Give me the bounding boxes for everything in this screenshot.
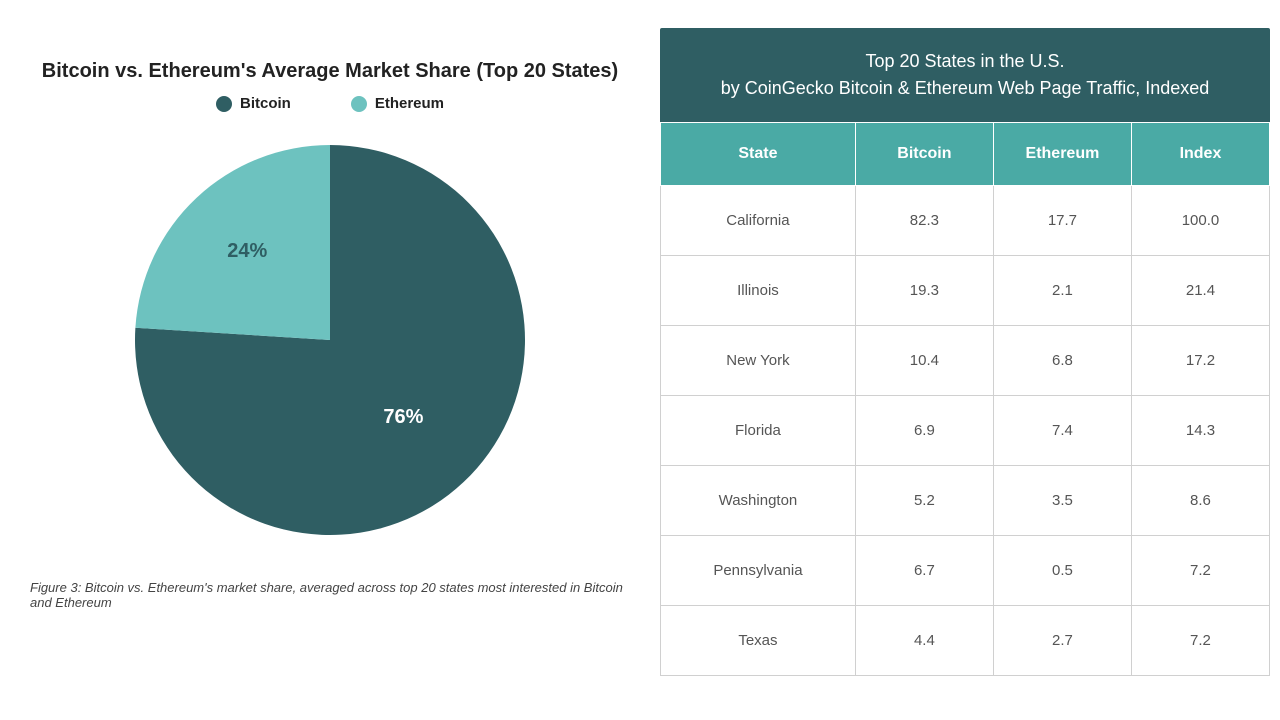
table-cell: 21.4 (1131, 256, 1269, 326)
table-cell: California (661, 186, 856, 256)
table-cell: 6.8 (993, 326, 1131, 396)
table-cell: 2.7 (993, 606, 1131, 676)
table-row: New York10.46.817.2 (661, 326, 1270, 396)
table-cell: Washington (661, 466, 856, 536)
table-cell: 7.2 (1131, 606, 1269, 676)
table-header-row: StateBitcoinEthereumIndex (661, 123, 1270, 186)
table-row: Illinois19.32.121.4 (661, 256, 1270, 326)
table-cell: New York (661, 326, 856, 396)
table-cell: Texas (661, 606, 856, 676)
table-cell: 19.3 (855, 256, 993, 326)
pie-chart: 76% 24% (130, 140, 530, 540)
table-cell: 5.2 (855, 466, 993, 536)
table-cell: 17.7 (993, 186, 1131, 256)
col-header-state: State (661, 123, 856, 186)
pie-svg (130, 140, 530, 540)
table-cell: 2.1 (993, 256, 1131, 326)
table-body: California82.317.7100.0Illinois19.32.121… (661, 186, 1270, 676)
chart-caption: Figure 3: Bitcoin vs. Ethereum's market … (20, 580, 640, 610)
legend-label-bitcoin: Bitcoin (240, 95, 291, 112)
table-cell: Pennsylvania (661, 536, 856, 606)
chart-panel: Bitcoin vs. Ethereum's Average Market Sh… (0, 0, 660, 720)
table-title: Top 20 States in the U.S. by CoinGecko B… (660, 28, 1270, 122)
table-title-line2: by CoinGecko Bitcoin & Ethereum Web Page… (676, 75, 1254, 102)
legend-item-ethereum: Ethereum (351, 95, 444, 112)
col-header-ethereum: Ethereum (993, 123, 1131, 186)
table-cell: 7.4 (993, 396, 1131, 466)
chart-title: Bitcoin vs. Ethereum's Average Market Sh… (42, 60, 618, 83)
table-cell: 6.9 (855, 396, 993, 466)
table-cell: 10.4 (855, 326, 993, 396)
table-cell: 82.3 (855, 186, 993, 256)
table-row: California82.317.7100.0 (661, 186, 1270, 256)
col-header-index: Index (1131, 123, 1269, 186)
legend-item-bitcoin: Bitcoin (216, 95, 291, 112)
table-cell: 6.7 (855, 536, 993, 606)
legend-label-ethereum: Ethereum (375, 95, 444, 112)
table-cell: 4.4 (855, 606, 993, 676)
table-cell: 100.0 (1131, 186, 1269, 256)
table-cell: 7.2 (1131, 536, 1269, 606)
table-cell: 0.5 (993, 536, 1131, 606)
table-row: Pennsylvania6.70.57.2 (661, 536, 1270, 606)
table-row: Texas4.42.77.2 (661, 606, 1270, 676)
table-row: Washington5.23.58.6 (661, 466, 1270, 536)
swatch-ethereum (351, 96, 367, 112)
col-header-bitcoin: Bitcoin (855, 123, 993, 186)
pie-label-bitcoin: 76% (383, 406, 423, 429)
table-row: Florida6.97.414.3 (661, 396, 1270, 466)
table-cell: 3.5 (993, 466, 1131, 536)
table-title-line1: Top 20 States in the U.S. (676, 48, 1254, 75)
table-cell: 14.3 (1131, 396, 1269, 466)
table-cell: Illinois (661, 256, 856, 326)
data-table: StateBitcoinEthereumIndex California82.3… (660, 122, 1270, 676)
table-panel: Top 20 States in the U.S. by CoinGecko B… (660, 0, 1280, 720)
chart-legend: Bitcoin Ethereum (216, 95, 444, 112)
pie-label-ethereum: 24% (227, 240, 267, 263)
table-cell: Florida (661, 396, 856, 466)
swatch-bitcoin (216, 96, 232, 112)
table-cell: 8.6 (1131, 466, 1269, 536)
table-cell: 17.2 (1131, 326, 1269, 396)
